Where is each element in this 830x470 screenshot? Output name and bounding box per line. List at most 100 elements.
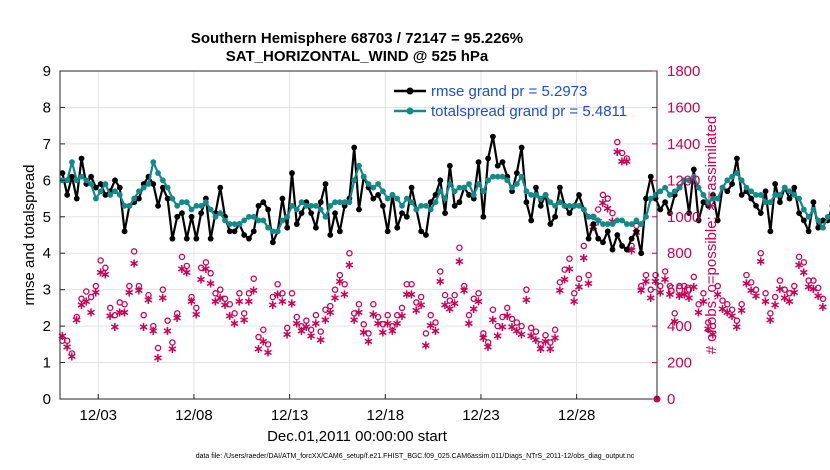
series-point [59,170,66,176]
obs-possible-point [374,313,382,321]
series-point [681,177,688,184]
obs-assimilated-point: ∗ [186,295,197,310]
series-point [513,170,520,176]
series-point [246,235,252,242]
obs-possible-point [111,311,119,319]
obs-possible-point [312,311,320,319]
x-axis-label: Dec.01,2011 00:00:00 start [267,428,448,445]
obs-possible-point [393,311,401,319]
right-axis-ticks: 0 200 400 600 800 1000 1200 1400 1600 1800 [652,63,700,408]
obs-possible-point [102,264,109,272]
obs-assimilated-point: ∗ [645,291,656,306]
series-point [815,224,822,231]
y2-tick-label: 200 [667,355,692,372]
obs-possible-point [336,271,344,279]
obs-possible-point [240,310,248,317]
series-point [609,246,616,253]
obs-assimilated-point: ∗ [229,316,240,331]
series-point [418,228,425,235]
series-point [494,173,501,180]
series-point [64,177,71,184]
series-point [403,195,410,202]
y-tick-label: 4 [43,245,51,262]
obs-assimilated-point: ∗ [330,291,341,306]
obs-possible-point [518,322,525,330]
obs-possible-point [575,275,583,282]
obs-assimilated-point: ∗ [564,262,575,277]
series-point [810,206,817,213]
obs-possible-point [460,282,468,290]
series-point [533,184,539,191]
obs-possible-point [484,339,492,346]
series-point [566,202,573,209]
series-point [604,221,611,227]
series-point [308,210,315,217]
series-point [537,202,544,209]
series-point [255,217,262,224]
series-totalspread grand pr = 5.4811 [59,159,830,235]
obs-possible-point [757,249,765,257]
obs-possible-point [121,300,128,308]
series-point [456,184,463,191]
obs-assimilated-point: ∗ [234,295,245,310]
obs-possible-point [384,311,391,319]
series-point [490,173,496,180]
obs-assimilated-point: ∗ [597,196,608,211]
obs-assimilated-point: ∗ [425,318,436,333]
series-point [241,232,248,238]
obs-possible-point [781,286,788,293]
series-point [222,217,228,224]
series-point [269,239,276,246]
obs-possible-point [293,313,301,321]
obs-possible-point [432,319,439,326]
obs-possible-point [504,304,511,312]
obs-possible-point [733,317,741,324]
series-point [772,181,779,187]
series-point [403,213,410,220]
obs-assimilated-point: ∗ [688,280,699,295]
series-point [83,177,90,184]
series-point [796,210,802,217]
series-point [384,228,391,235]
series-point [437,177,444,184]
series-point [690,166,697,173]
obs-possible-point [570,290,578,297]
series-point [652,192,659,198]
series-point [423,232,429,238]
obs-assimilated-point: ∗ [349,313,360,328]
obs-assimilated-point: ∗ [382,316,393,331]
obs-assimilated-point: ∗ [813,289,824,304]
obs-assimilated-point: ∗ [172,311,183,326]
obs-assimilated-point: ∗ [177,262,188,277]
series-point [427,199,434,206]
obs-possible-point [561,266,568,273]
obs-possible-point [221,295,229,303]
y2-tick-label: 1600 [667,99,700,116]
series-point [580,206,587,213]
obs-possible-point [700,290,707,297]
obs-assimilated-point: ∗ [449,296,460,311]
series-point [116,192,123,198]
series-point [714,217,721,224]
series-point [533,192,539,198]
series-point [356,206,362,213]
obs-assimilated-point: ∗ [703,322,714,337]
obs-assimilated-point: ∗ [239,313,250,328]
obs-assimilated-point: ∗ [363,335,374,350]
obs-assimilated-point: ∗ [684,291,695,306]
series-point [174,202,181,209]
series-point [313,224,319,231]
obs-assimilated-point: ∗ [497,320,508,335]
series-point [638,221,645,227]
obs-assimilated-point: ∗ [554,284,565,299]
y2-tick-label: 600 [667,282,692,299]
series-point [528,217,535,224]
obs-assimilated-point: ∗ [191,307,202,322]
series-point [585,235,592,242]
obs-possible-point [566,255,573,262]
series-point [174,213,181,220]
series-point [370,195,377,202]
obs-possible-point [83,288,90,295]
series-point [518,144,525,151]
obs-possible-point [92,282,100,290]
